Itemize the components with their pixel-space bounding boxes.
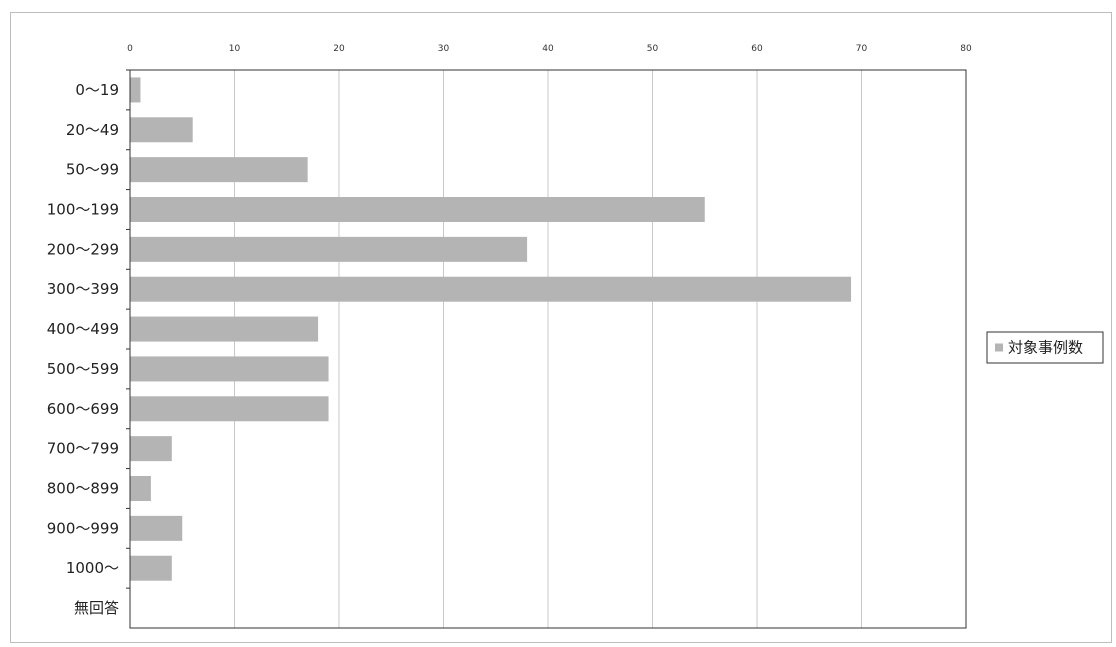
category-label: 50～99 <box>66 161 119 179</box>
legend-box <box>986 331 1104 364</box>
legend-swatch <box>995 343 1003 352</box>
category-label: 100～199 <box>47 201 119 219</box>
gridlines <box>234 70 862 628</box>
bar <box>130 555 172 581</box>
category-label: 600～699 <box>47 400 119 418</box>
x-tick-label: 50 <box>647 44 659 54</box>
category-label: 1000～ <box>66 559 119 577</box>
x-axis-ticks: 0 10 20 30 40 50 60 70 80 <box>127 44 972 54</box>
category-label: 20～49 <box>66 121 119 139</box>
bar-chart: 0 10 20 30 40 50 60 70 80 0～19 20～49 50～99 100～199 2… <box>47 44 1104 629</box>
bar <box>130 117 193 143</box>
x-tick-label: 30 <box>438 44 450 54</box>
category-label: 800～899 <box>47 480 119 498</box>
category-label: 700～799 <box>47 440 119 458</box>
bar <box>130 436 172 462</box>
bar <box>130 515 183 541</box>
bar <box>130 276 852 302</box>
category-labels: 0～19 20～49 50～99 100～199 200～299 300～399 400～4… <box>47 69 130 617</box>
x-tick-label: 60 <box>751 44 763 54</box>
category-label: 無回答 <box>74 599 119 617</box>
x-tick-label: 70 <box>856 44 868 54</box>
x-tick-label: 40 <box>542 44 554 54</box>
bar <box>130 476 151 501</box>
chart-frame: 0 10 20 30 40 50 60 70 80 0～19 20～49 50～99 100～199 2… <box>10 12 1112 643</box>
category-label: 900～999 <box>47 519 119 537</box>
category-label: 0～19 <box>75 81 119 99</box>
bar <box>130 316 319 342</box>
bar <box>130 157 308 183</box>
bar <box>130 356 329 382</box>
bar <box>130 77 141 103</box>
x-tick-label: 10 <box>229 44 241 54</box>
category-label: 300～399 <box>47 280 119 298</box>
x-tick-label: 20 <box>333 44 345 54</box>
x-tick-label: 0 <box>127 44 133 54</box>
legend: 対象事例数 <box>986 331 1104 364</box>
category-label: 500～599 <box>47 360 119 378</box>
bar <box>130 236 528 262</box>
legend-label: 対象事例数 <box>1008 339 1083 357</box>
category-label: 200～299 <box>47 240 119 258</box>
bars <box>130 77 852 581</box>
bar <box>130 396 329 422</box>
x-tick-label: 80 <box>960 44 972 54</box>
bar <box>130 197 705 222</box>
category-label: 400～499 <box>47 320 119 338</box>
